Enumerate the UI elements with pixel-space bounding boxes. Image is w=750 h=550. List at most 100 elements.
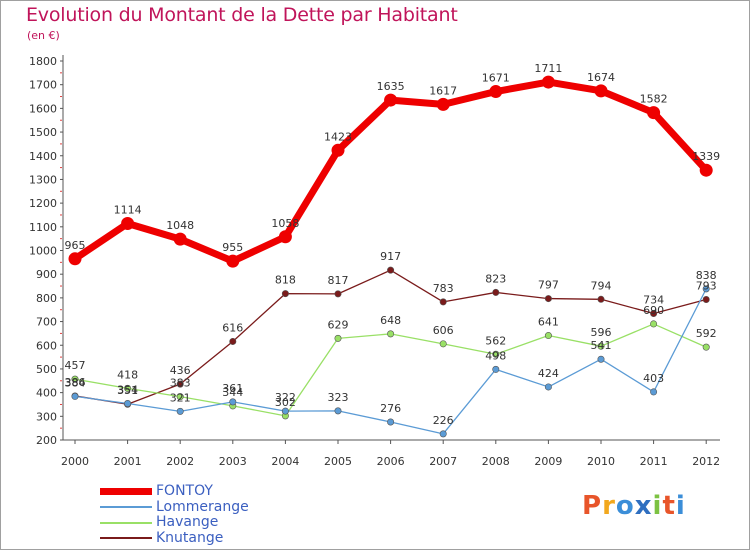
data-point-knutange xyxy=(176,380,184,388)
y-tick-label: 1400 xyxy=(29,150,57,163)
y-tick-label: 1200 xyxy=(29,197,57,210)
data-point-knutange xyxy=(492,288,500,296)
data-label-knutange: 351 xyxy=(117,384,138,397)
x-tick-label: 2009 xyxy=(534,455,562,468)
data-point-fontoy xyxy=(226,254,240,268)
y-tick-label: 600 xyxy=(36,339,57,352)
legend-label-knutange: Knutange xyxy=(156,529,224,546)
data-point-fontoy xyxy=(173,232,187,246)
data-label-fontoy: 1339 xyxy=(692,150,720,163)
data-label-havange: 690 xyxy=(643,304,664,317)
data-label-fontoy: 1114 xyxy=(114,203,142,216)
data-point-knutange xyxy=(387,266,395,274)
data-point-fontoy xyxy=(699,163,713,177)
x-tick-label: 2003 xyxy=(219,455,247,468)
data-label-lommerange: 403 xyxy=(643,372,664,385)
data-point-havange xyxy=(71,375,79,383)
x-tick-label: 2006 xyxy=(377,455,405,468)
data-point-lommerange xyxy=(71,392,79,400)
data-point-lommerange xyxy=(702,285,710,293)
y-tick-label: 1300 xyxy=(29,173,57,186)
data-label-fontoy: 1582 xyxy=(640,93,668,106)
data-label-havange: 592 xyxy=(696,327,717,340)
data-label-lommerange: 226 xyxy=(433,414,454,427)
y-tick-label: 800 xyxy=(36,292,57,305)
data-label-havange: 457 xyxy=(65,359,86,372)
data-point-lommerange xyxy=(387,418,395,426)
data-point-lommerange xyxy=(334,407,342,415)
data-label-knutange: 797 xyxy=(538,279,559,292)
legend-swatch-knutange xyxy=(100,537,152,539)
chart-title: Evolution du Montant de la Dette par Hab… xyxy=(26,4,458,26)
data-point-knutange xyxy=(229,337,237,345)
data-label-lommerange: 354 xyxy=(117,384,138,397)
y-tick-label: 400 xyxy=(36,387,57,400)
data-label-knutange: 818 xyxy=(275,274,296,287)
data-label-lommerange: 276 xyxy=(380,402,401,415)
data-label-lommerange: 541 xyxy=(591,339,612,352)
data-label-lommerange: 323 xyxy=(328,391,349,404)
data-label-knutange: 616 xyxy=(222,321,243,334)
y-tick-label: 300 xyxy=(36,410,57,423)
data-label-fontoy: 1711 xyxy=(534,62,562,75)
logo-letter: o xyxy=(615,491,635,521)
chart-unit: (en €) xyxy=(27,29,60,42)
y-tick-label: 200 xyxy=(36,434,57,447)
data-label-havange: 383 xyxy=(170,377,191,390)
data-label-knutange: 783 xyxy=(433,282,454,295)
data-point-havange xyxy=(702,343,710,351)
data-point-havange xyxy=(439,340,447,348)
logo-letter: t xyxy=(662,491,676,521)
data-point-knutange xyxy=(281,290,289,298)
data-point-lommerange xyxy=(124,400,132,408)
data-point-knutange xyxy=(439,298,447,306)
data-label-lommerange: 321 xyxy=(170,391,191,404)
data-label-havange: 302 xyxy=(275,396,296,409)
data-label-fontoy: 1423 xyxy=(324,130,352,143)
x-tick-label: 2004 xyxy=(271,455,299,468)
x-tick-label: 2001 xyxy=(114,455,142,468)
data-label-fontoy: 1674 xyxy=(587,71,615,84)
data-label-lommerange: 498 xyxy=(485,349,506,362)
series-line-fontoy xyxy=(73,78,709,265)
data-label-lommerange: 361 xyxy=(222,382,243,395)
data-point-knutange xyxy=(650,310,658,318)
x-tick-label: 2007 xyxy=(429,455,457,468)
data-label-havange: 418 xyxy=(117,368,138,381)
data-point-lommerange xyxy=(544,383,552,391)
y-tick-label: 1600 xyxy=(29,102,57,115)
data-label-havange: 606 xyxy=(433,324,454,337)
data-point-lommerange xyxy=(597,355,605,363)
data-point-knutange xyxy=(334,290,342,298)
logo-letter: x xyxy=(634,491,653,521)
data-point-havange xyxy=(597,342,605,350)
data-point-fontoy xyxy=(489,85,503,99)
data-point-fontoy xyxy=(647,106,661,120)
y-tick-label: 1100 xyxy=(29,221,57,234)
y-tick-label: 1700 xyxy=(29,79,57,92)
data-label-fontoy: 965 xyxy=(65,239,86,252)
data-label-knutange: 817 xyxy=(328,274,349,287)
legend-label-lommerange: Lommerange xyxy=(156,498,249,515)
data-label-knutange: 386 xyxy=(65,376,86,389)
data-point-lommerange xyxy=(492,365,500,373)
legend-swatch-havange xyxy=(100,521,152,524)
data-label-fontoy: 1635 xyxy=(377,80,405,93)
data-point-lommerange xyxy=(439,430,447,438)
data-point-lommerange xyxy=(650,388,658,396)
data-label-knutange: 823 xyxy=(485,272,506,285)
logo-letter: r xyxy=(602,491,616,521)
data-label-havange: 648 xyxy=(380,314,401,327)
data-label-fontoy: 1617 xyxy=(429,84,457,97)
data-label-fontoy: 955 xyxy=(222,241,243,254)
data-label-knutange: 917 xyxy=(380,250,401,263)
data-point-havange xyxy=(334,334,342,342)
y-tick-label: 500 xyxy=(36,363,57,376)
data-label-knutange: 793 xyxy=(696,280,717,293)
y-tick-label: 700 xyxy=(36,316,57,329)
proxiti-logo: Proxiti xyxy=(582,491,686,521)
data-point-fontoy xyxy=(278,230,292,244)
data-label-lommerange: 322 xyxy=(275,391,296,404)
data-point-havange xyxy=(650,320,658,328)
data-point-knutange xyxy=(597,295,605,303)
